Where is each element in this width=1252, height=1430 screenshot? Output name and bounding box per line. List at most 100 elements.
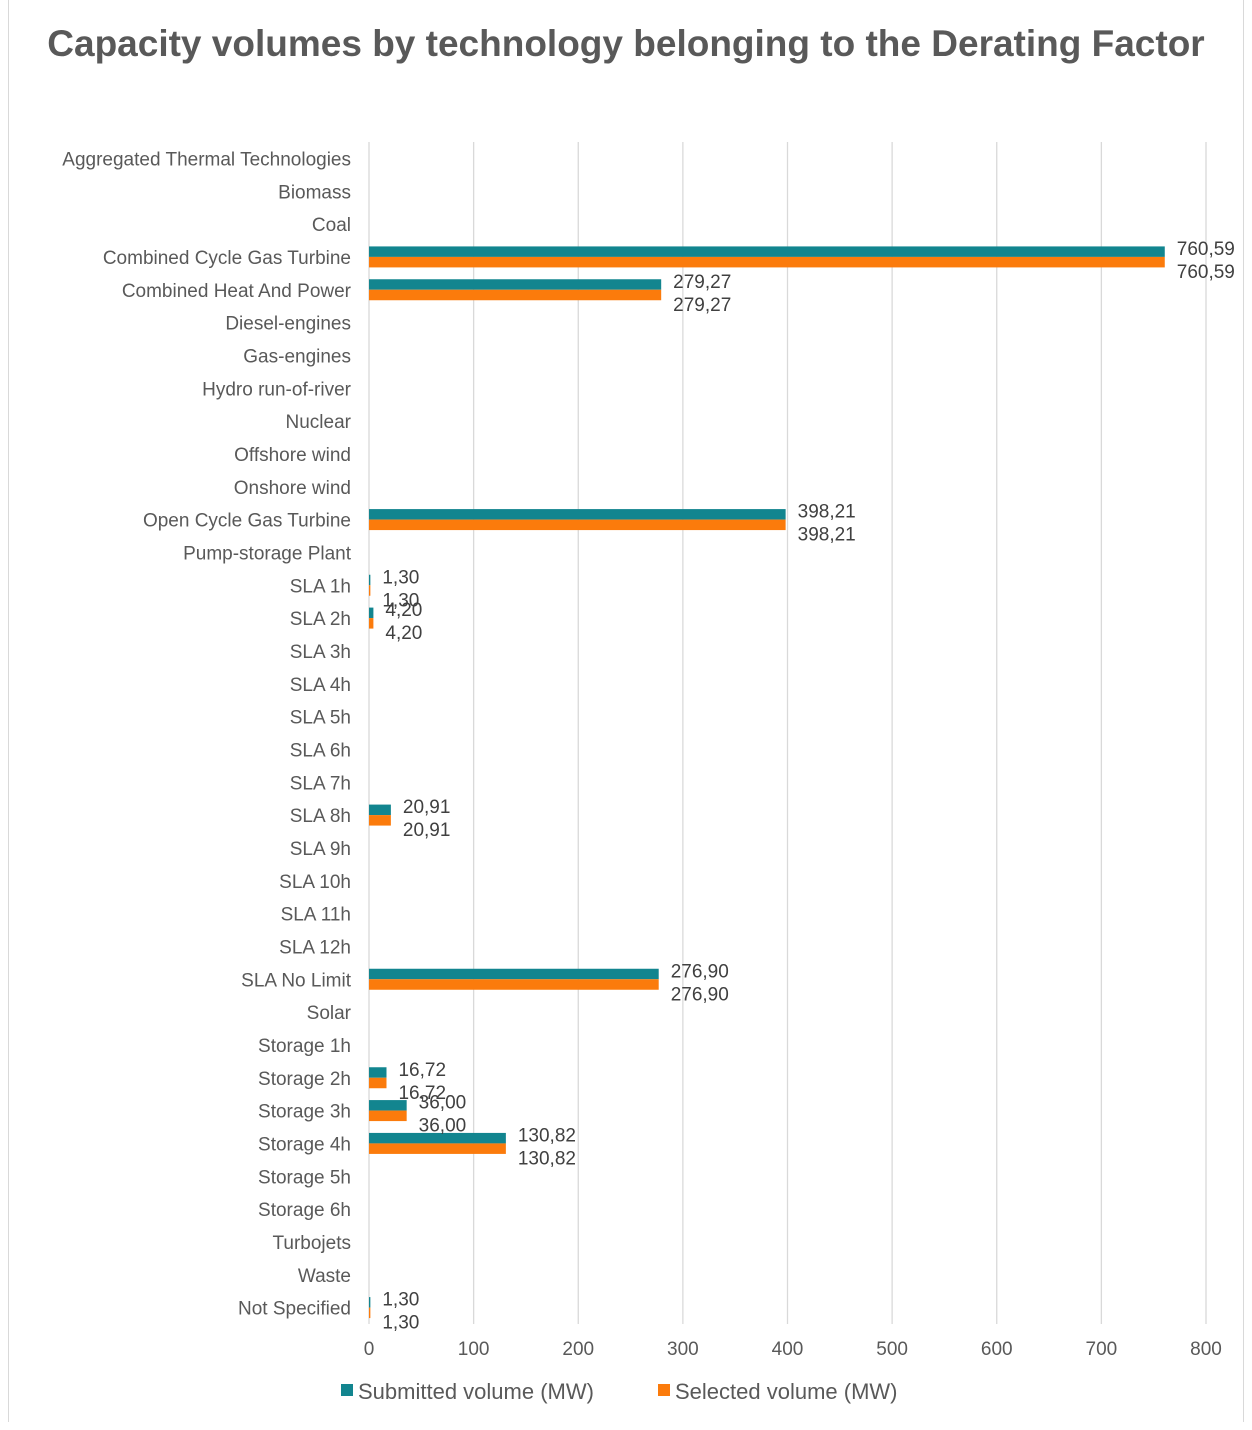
x-tick-label: 200	[562, 1339, 594, 1360]
x-tick-label: 600	[981, 1339, 1013, 1360]
chart-frame	[8, 0, 1244, 1422]
category-label: Combined Heat And Power	[122, 281, 352, 302]
data-label: 130,82	[518, 1148, 576, 1169]
bar	[369, 815, 391, 826]
data-label: 4,20	[385, 600, 422, 621]
category-label: Diesel-engines	[225, 314, 351, 335]
gridlines	[368, 142, 1207, 1324]
category-label: Not Specified	[238, 1299, 351, 1320]
category-label: Waste	[298, 1266, 351, 1287]
category-label: SLA 12h	[279, 937, 351, 958]
data-label: 20,91	[403, 797, 451, 818]
bar	[369, 1110, 407, 1122]
category-label: Gas-engines	[243, 346, 351, 367]
category-label: Combined Cycle Gas Turbine	[103, 248, 351, 269]
bar	[369, 968, 659, 980]
category-label: Storage 3h	[258, 1102, 351, 1123]
x-tick-label: 400	[772, 1339, 804, 1360]
bar	[369, 256, 1165, 268]
bar	[369, 804, 391, 816]
bar	[369, 279, 662, 290]
category-label: SLA 7h	[290, 773, 351, 794]
legend: Submitted volume (MW) Selected volume (MW…	[341, 1379, 898, 1404]
category-label: Storage 4h	[258, 1134, 351, 1155]
bar	[369, 1100, 407, 1111]
category-label: Turbojets	[273, 1233, 352, 1254]
category-label: SLA 2h	[290, 609, 351, 630]
bar	[369, 509, 786, 520]
data-label: 1,30	[382, 567, 419, 588]
data-label: 130,82	[518, 1125, 576, 1146]
category-labels: Aggregated Thermal Technologies Biomass Co…	[62, 149, 351, 1319]
category-label: SLA No Limit	[241, 970, 352, 991]
x-tick-label: 0	[364, 1339, 375, 1360]
data-label: 1,30	[382, 1290, 419, 1311]
chart-title: Capacity volumes by technology belonging…	[47, 23, 1205, 64]
category-label: Coal	[312, 215, 351, 236]
category-label: Storage 5h	[258, 1167, 351, 1188]
x-tick-label: 800	[1190, 1339, 1222, 1360]
bar	[369, 246, 1165, 257]
category-label: Offshore wind	[234, 445, 351, 466]
data-label: 1,30	[382, 1313, 419, 1334]
data-label: 279,27	[673, 272, 731, 293]
category-label: Nuclear	[286, 412, 352, 433]
bar	[369, 585, 371, 596]
data-label: 1,30	[382, 590, 419, 611]
bar	[369, 1077, 387, 1089]
bar	[369, 607, 374, 619]
data-label: 36,00	[419, 1093, 467, 1114]
data-label: 4,20	[385, 623, 422, 644]
data-label: 36,00	[419, 1116, 467, 1137]
data-label: 276,90	[671, 961, 729, 982]
category-label: Storage 2h	[258, 1069, 351, 1090]
bar	[369, 618, 374, 629]
x-tick-label: 500	[876, 1339, 908, 1360]
category-label: Solar	[307, 1003, 352, 1024]
data-label: 276,90	[671, 984, 729, 1005]
data-label: 279,27	[673, 295, 731, 316]
category-label: SLA 4h	[290, 675, 351, 696]
category-label: SLA 10h	[279, 872, 351, 893]
data-label: 398,21	[798, 502, 856, 523]
category-label: SLA 3h	[290, 642, 351, 663]
data-label: 20,91	[403, 820, 451, 841]
bar	[369, 1132, 506, 1144]
category-label: SLA 9h	[290, 839, 351, 860]
legend-swatch	[341, 1384, 353, 1396]
category-label: Pump-storage Plant	[183, 543, 352, 564]
bar	[369, 979, 659, 990]
data-label: 16,72	[398, 1083, 446, 1104]
data-labels: 760,59279,27398,211,304,2020,91276,9016,…	[382, 239, 1235, 1334]
x-tick-label: 700	[1086, 1339, 1118, 1360]
data-label: 398,21	[798, 525, 856, 546]
category-label: Aggregated Thermal Technologies	[62, 149, 351, 170]
x-tick-labels: 0 100 200 300 400 500 600 700 800	[364, 1339, 1222, 1360]
category-label: Hydro run-of-river	[202, 379, 352, 400]
data-label: 760,59	[1177, 239, 1235, 260]
category-label: SLA 11h	[281, 905, 351, 926]
legend-label: Submitted volume (MW)	[358, 1379, 594, 1404]
bar	[369, 519, 786, 531]
bar	[369, 1307, 371, 1319]
x-tick-label: 100	[458, 1339, 490, 1360]
category-label: SLA 1h	[290, 576, 351, 597]
data-label: 16,72	[398, 1060, 446, 1081]
legend-label: Selected volume (MW)	[675, 1379, 898, 1404]
category-label: Storage 1h	[258, 1036, 351, 1057]
category-label: SLA 6h	[290, 740, 351, 761]
bar	[369, 289, 662, 301]
category-label: SLA 5h	[290, 708, 351, 729]
bars	[369, 246, 1165, 1319]
data-label: 760,59	[1177, 262, 1235, 283]
category-label: Open Cycle Gas Turbine	[143, 511, 351, 532]
bar	[369, 574, 371, 586]
category-label: Biomass	[278, 182, 351, 203]
category-label: Onshore wind	[234, 478, 351, 499]
x-tick-label: 300	[667, 1339, 699, 1360]
bar	[369, 1143, 506, 1154]
category-label: SLA 8h	[290, 806, 351, 827]
bar	[369, 1067, 387, 1078]
category-label: Storage 6h	[258, 1200, 351, 1221]
